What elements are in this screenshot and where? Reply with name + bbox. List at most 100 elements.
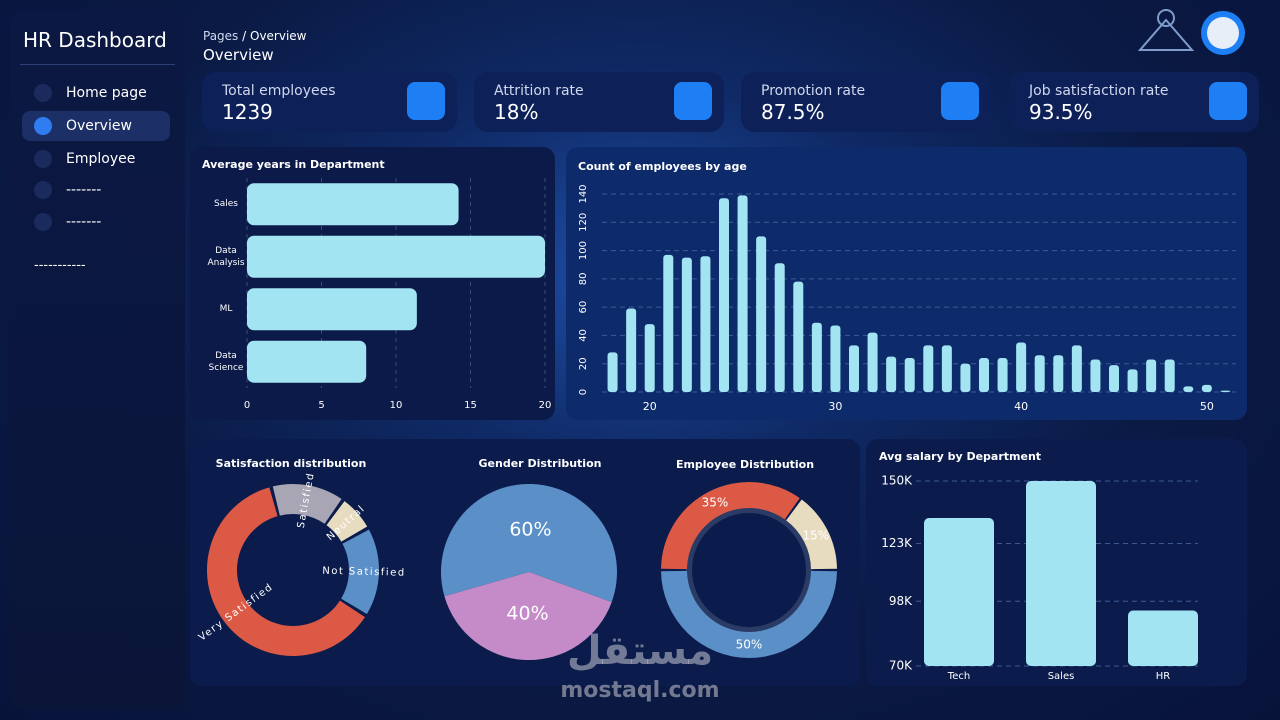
x-tick-label: 20: [643, 400, 657, 413]
bar: [774, 263, 785, 392]
bar: [924, 518, 994, 666]
kpi-card: Total employees 1239: [202, 72, 457, 132]
bar: [1146, 359, 1157, 392]
menu-item[interactable]: Home page: [22, 78, 170, 108]
chart-title: Gender Distribution: [479, 457, 602, 470]
x-tick-label: 50: [1200, 400, 1214, 413]
menu-label: Employee: [66, 151, 136, 167]
chart-title: Avg salary by Department: [879, 450, 1041, 463]
x-tick-label: 10: [390, 400, 403, 411]
bar: [719, 198, 729, 392]
watermark: مستقل: [566, 628, 714, 674]
kpi-label: Attrition rate: [494, 83, 584, 99]
menu-label: Overview: [66, 118, 132, 134]
slice: [444, 572, 612, 661]
bar: [1128, 610, 1198, 666]
bar: [756, 236, 767, 392]
slice-label: 40%: [506, 603, 548, 625]
kpi-icon: [1209, 82, 1247, 120]
icon: [34, 117, 52, 135]
watermark: mostaql.com: [560, 678, 720, 703]
slice: [441, 484, 617, 603]
crumb-parent: Pages: [203, 29, 239, 43]
slice: [207, 487, 365, 656]
kpi-value: 87.5%: [761, 100, 825, 124]
bar: [247, 183, 459, 226]
y-tick-label: 100: [578, 241, 589, 260]
kpi-label: Job satisfaction rate: [1029, 83, 1169, 99]
x-tick-label: 20: [539, 400, 552, 411]
bar: [663, 254, 674, 392]
kpi-icon: [674, 82, 712, 120]
slice-label: 35%: [702, 496, 729, 510]
y-tick-label: 98K: [889, 594, 913, 608]
sidebar-footer: -----------: [34, 258, 86, 273]
page-title: Overview: [203, 46, 274, 64]
bar: [867, 332, 878, 392]
kpi-label: Promotion rate: [761, 83, 866, 99]
bar: [1053, 355, 1064, 392]
slice: [326, 501, 368, 542]
menu-item[interactable]: -------: [22, 207, 170, 237]
x-tick-label: 40: [1014, 400, 1028, 413]
bar: [626, 308, 637, 392]
crumb-current: / Overview: [242, 29, 307, 43]
slice-label: 60%: [509, 518, 551, 540]
bar: [1090, 359, 1101, 392]
bar: [247, 288, 417, 331]
slice-label: 15%: [802, 528, 829, 542]
bar: [247, 340, 367, 383]
kpi-value: 1239: [222, 100, 273, 124]
icon: [34, 181, 52, 199]
chart-marks: Average years in Department 0 5 10 15 20 Count…: [197, 158, 1236, 682]
menu-item[interactable]: -------: [22, 175, 170, 205]
x-tick-label: 15: [464, 400, 477, 411]
kpi-value: 18%: [494, 100, 539, 124]
kpi-icon: [941, 82, 979, 120]
bar: [1071, 345, 1082, 392]
bar: [1164, 359, 1175, 392]
bar: [644, 324, 655, 392]
category-label: Data Analysis: [207, 245, 245, 268]
y-tick-label: 60: [578, 301, 589, 314]
chart-title: Count of employees by age: [578, 160, 747, 173]
y-tick-label: 140: [578, 184, 589, 203]
slice: [786, 499, 837, 570]
menu-label: -------: [66, 214, 102, 230]
menu-item[interactable]: Employee: [22, 144, 170, 174]
icon: [34, 150, 52, 168]
bar: [1034, 355, 1045, 392]
bar: [979, 358, 989, 392]
logo: [1157, 9, 1175, 27]
bar: [1016, 342, 1027, 392]
bar: [1109, 365, 1119, 392]
y-tick-label: 123K: [881, 536, 913, 550]
kpi-card: Attrition rate 18%: [474, 72, 724, 132]
bar: [941, 345, 952, 392]
bar: [960, 363, 971, 392]
kpi-card: Job satisfaction rate 93.5%: [1009, 72, 1259, 132]
menu-item[interactable]: Overview: [22, 111, 170, 141]
bar: [607, 352, 618, 392]
slice: [661, 570, 837, 658]
x-tick-label: 0: [244, 400, 250, 411]
y-tick-label: 70K: [889, 659, 913, 673]
slice: [272, 484, 342, 524]
chart-title: Satisfaction distribution: [216, 457, 367, 470]
logo: [1137, 18, 1195, 51]
y-tick-label: 150K: [881, 474, 913, 488]
category-label: Sales: [214, 199, 238, 210]
kpi-icon: [407, 82, 445, 120]
bar: [1026, 481, 1096, 666]
slice: [341, 529, 379, 615]
app-title: HR Dashboard: [23, 28, 167, 52]
y-tick-label: 20: [578, 357, 589, 370]
bar: [1183, 386, 1194, 392]
bar: [247, 235, 545, 278]
kpi-value: 93.5%: [1029, 100, 1093, 124]
bar: [681, 257, 692, 392]
bar: [737, 195, 748, 392]
menu-label: Home page: [66, 85, 147, 101]
chart-title: Average years in Department: [202, 158, 385, 171]
